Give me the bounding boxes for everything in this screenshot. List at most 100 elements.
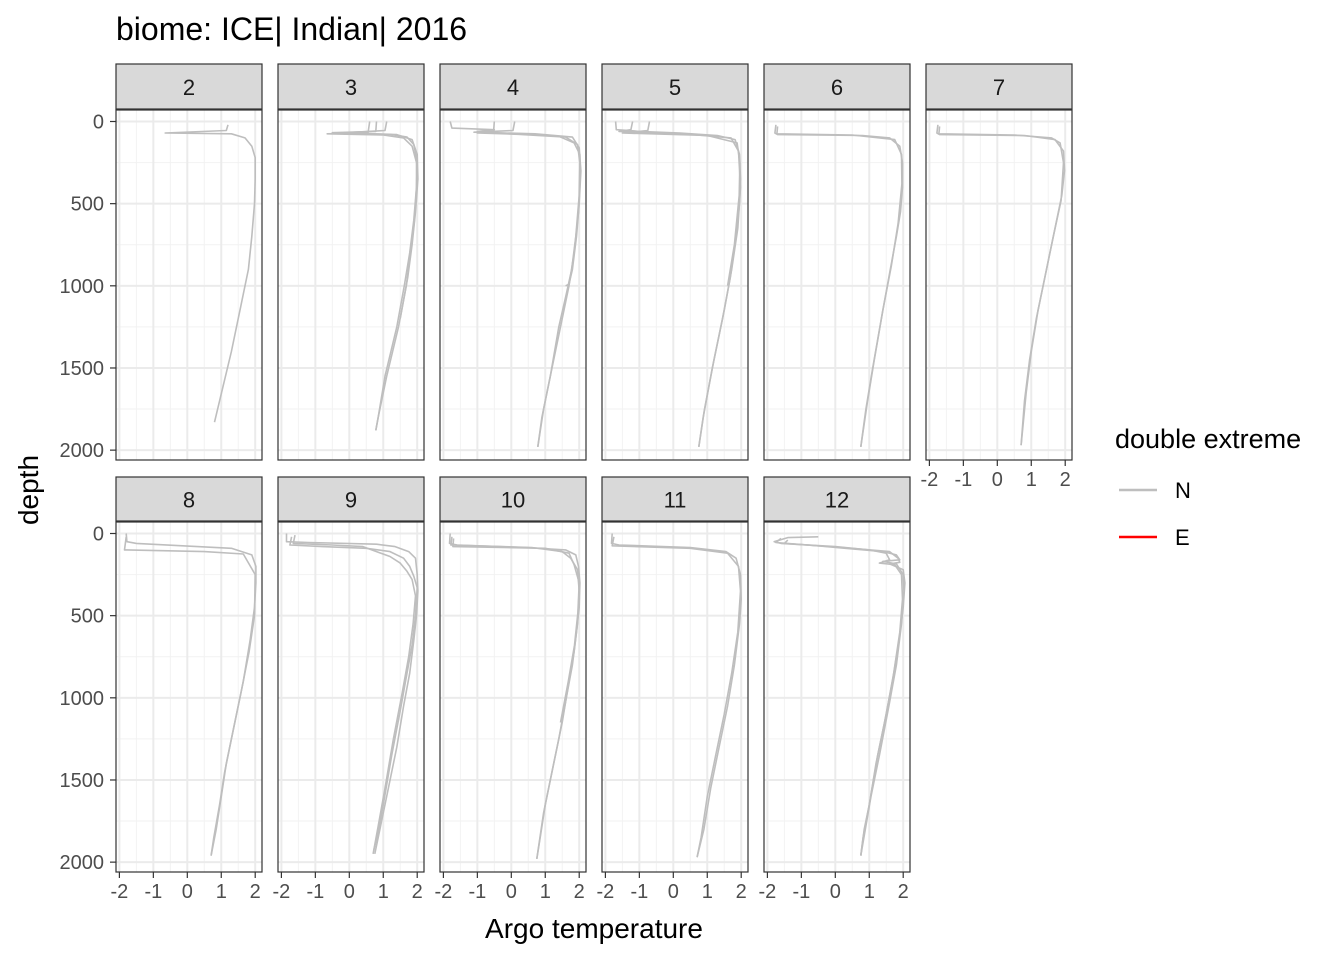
profile-line-12-3 bbox=[783, 539, 906, 856]
panel-grid bbox=[764, 110, 910, 460]
panel-border bbox=[601, 109, 749, 461]
y-tick-label: 1000 bbox=[60, 276, 105, 298]
facet-panel-3: 3 bbox=[277, 63, 425, 461]
facet-strip-label: 9 bbox=[345, 488, 357, 513]
profile-line-7-2 bbox=[938, 126, 1065, 446]
facet-panel-6: 6 bbox=[763, 63, 911, 461]
facet-strip bbox=[439, 476, 587, 522]
x-tick-label: -1 bbox=[306, 881, 324, 903]
panel-border bbox=[925, 109, 1073, 461]
profile-line-9-3 bbox=[292, 534, 417, 855]
panel-grid bbox=[278, 110, 424, 460]
facet-strip-label: 5 bbox=[669, 75, 681, 100]
x-tick-label: 0 bbox=[668, 881, 679, 903]
legend-title: double extreme bbox=[1115, 424, 1301, 454]
x-tick-label: 2 bbox=[1060, 469, 1071, 491]
facet-strip-label: 4 bbox=[507, 75, 519, 100]
panel-grid bbox=[602, 110, 748, 460]
x-tick-label: 2 bbox=[412, 881, 423, 903]
y-tick-label: 500 bbox=[71, 606, 104, 628]
profile-line-11-1 bbox=[610, 533, 742, 858]
x-tick-label: 0 bbox=[506, 881, 517, 903]
panel-grid bbox=[116, 110, 262, 460]
panel-grid bbox=[602, 522, 748, 872]
profile-line-4-3 bbox=[473, 121, 582, 287]
panel-border bbox=[277, 109, 425, 461]
panel-border bbox=[439, 109, 587, 461]
facet-strip-label: 10 bbox=[501, 488, 525, 513]
panel-grid bbox=[926, 110, 1072, 460]
profile-line-3-3 bbox=[338, 121, 419, 319]
x-tick-label: 2 bbox=[250, 881, 261, 903]
facet-panel-4: 4 bbox=[439, 63, 587, 461]
chart-title: biome: ICE| Indian| 2016 bbox=[116, 11, 467, 47]
x-tick-label: 1 bbox=[1026, 469, 1037, 491]
legend: double extreme N E bbox=[1115, 424, 1301, 550]
panel-border bbox=[277, 521, 425, 873]
x-tick-label: 0 bbox=[830, 881, 841, 903]
y-tick-label: 0 bbox=[93, 112, 104, 134]
facet-panel-5: 5 bbox=[601, 63, 749, 461]
panel-border bbox=[601, 521, 749, 873]
facet-strip bbox=[277, 476, 425, 522]
legend-label-e: E bbox=[1175, 525, 1190, 550]
facet-strip bbox=[439, 63, 587, 110]
facet-panel-10: 10 -2 -1 0 1 2 bbox=[434, 476, 587, 903]
profile-line-9-1 bbox=[285, 533, 419, 855]
x-tick-label: -2 bbox=[272, 881, 290, 903]
x-tick-label: 0 bbox=[992, 469, 1003, 491]
facet-strip-label: 8 bbox=[183, 488, 195, 513]
x-tick-label: 1 bbox=[702, 881, 713, 903]
profile-line-9-2 bbox=[289, 536, 418, 851]
profile-line-5-2 bbox=[618, 121, 742, 448]
profile-line-2-1 bbox=[164, 124, 256, 423]
y-tick-label: 0 bbox=[93, 524, 104, 546]
panel-border bbox=[763, 521, 911, 873]
y-tick-label: 1500 bbox=[60, 358, 105, 380]
x-tick-label: 1 bbox=[216, 881, 227, 903]
x-tick-label: -1 bbox=[954, 469, 972, 491]
facet-strip-label: 2 bbox=[183, 75, 195, 100]
x-tick-label: -2 bbox=[920, 469, 938, 491]
facet-panel-9: 9 -2 -1 0 1 2 bbox=[272, 476, 425, 903]
facet-panel-7: 7 -2 -1 0 1 2 bbox=[920, 63, 1073, 491]
x-tick-label: -2 bbox=[758, 881, 776, 903]
facet-strip bbox=[601, 476, 749, 522]
y-tick-label: 2000 bbox=[60, 440, 105, 462]
facet-panel-8: 8 0 500 1000 1500 2000-2 -1 0 1 2 bbox=[60, 476, 263, 903]
facet-strip bbox=[277, 63, 425, 110]
panel-border bbox=[115, 521, 263, 873]
facet-strip bbox=[925, 63, 1073, 110]
x-axis-label: Argo temperature bbox=[485, 913, 703, 944]
x-tick-label: -2 bbox=[110, 881, 128, 903]
facet-strip-label: 6 bbox=[831, 75, 843, 100]
y-tick-label: 1000 bbox=[60, 688, 105, 710]
x-tick-label: -2 bbox=[434, 881, 452, 903]
y-tick-label: 500 bbox=[71, 194, 104, 216]
profile-line-6-2 bbox=[776, 126, 903, 448]
legend-label-n: N bbox=[1175, 478, 1191, 503]
facet-strip bbox=[115, 63, 263, 110]
facet-strip-label: 3 bbox=[345, 75, 357, 100]
x-tick-label: 0 bbox=[344, 881, 355, 903]
facet-strip-label: 11 bbox=[664, 488, 687, 513]
facet-panel-11: 11 -2 -1 0 1 2 bbox=[596, 476, 749, 903]
facet-strip bbox=[763, 476, 911, 522]
x-tick-label: -1 bbox=[144, 881, 162, 903]
x-tick-label: 1 bbox=[378, 881, 389, 903]
panel-border bbox=[763, 109, 911, 461]
facet-strip bbox=[763, 63, 911, 110]
y-tick-label: 2000 bbox=[60, 852, 105, 874]
facet-strip bbox=[601, 63, 749, 110]
x-tick-label: 0 bbox=[182, 881, 193, 903]
x-tick-label: 2 bbox=[574, 881, 585, 903]
x-tick-label: 1 bbox=[864, 881, 875, 903]
facet-strip-label: 7 bbox=[993, 75, 1005, 100]
x-tick-label: -1 bbox=[468, 881, 486, 903]
panel-grid bbox=[278, 522, 424, 872]
facet-panel-2: 2 0 500 1000 1500 2000 bbox=[60, 63, 263, 462]
profile-line-8-2 bbox=[123, 536, 256, 856]
x-tick-label: 2 bbox=[898, 881, 909, 903]
